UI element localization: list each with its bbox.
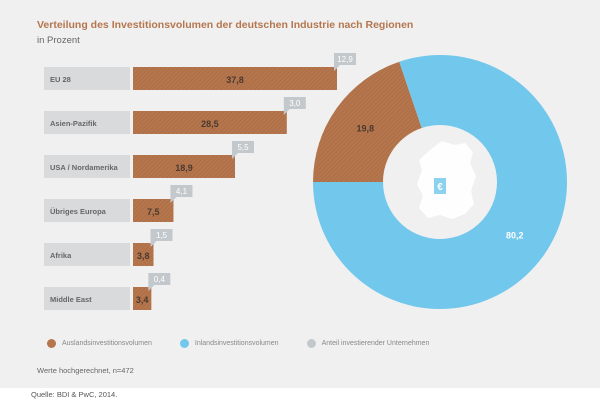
bar [133,67,337,90]
category-label-bg [44,199,130,222]
bar-value-label: 3,8 [137,251,150,261]
donut-value-label: 80,2 [506,231,524,241]
legend-swatch [47,339,56,348]
legend-swatch [306,339,316,348]
share-callout [334,53,356,71]
bar-value-label: 7,5 [147,207,160,217]
donut-slice [313,61,422,182]
bar-value-label: 37,8 [226,75,244,85]
category-label: EU 28 [50,75,71,84]
sample-note: Werte hochgerechnet, n=472 [37,366,134,375]
legend-label: Auslandsinvestitionsvolumen [62,340,152,347]
chart-title: Verteilung des Investitionsvolumen der d… [37,19,414,31]
share-callout [170,185,193,203]
share-value-label: 4,1 [176,187,188,196]
legend-swatch [179,339,189,348]
category-label: Asien-Pazifik [50,119,98,128]
share-value-label: 5,5 [237,143,249,152]
bar-value-label: 28,5 [201,119,219,129]
bar [133,287,152,310]
category-label: Afrika [50,251,72,260]
share-callout [148,273,171,291]
donut-slice [313,54,567,309]
donut-value-label: 19,8 [356,123,374,133]
share-value-label: 1,5 [156,231,168,240]
category-label-bg [44,67,130,90]
chart-area: EU 28 37,8 12,9 Asien-Pazifik 28,5 3,0 USA / N… [44,53,567,310]
legend-item: Auslandsinvestitionsvolumen [47,339,152,348]
share-callout [232,141,254,159]
legend-label: Inlandsinvestitionsvolumen [194,340,279,347]
share-callout [150,229,173,247]
bar [133,111,287,134]
legend-label: Anteil investierender Unternehmen [321,340,430,347]
bar [133,243,154,266]
legend-item: Anteil investierender Unternehmen [306,339,430,348]
legend-item: Inlandsinvestitionsvolumen [179,339,279,348]
bar [133,199,174,222]
share-value-label: 12,9 [337,55,353,64]
category-label: USA / Nordamerika [50,163,118,172]
category-label-bg [44,111,130,134]
chart-subtitle: in Prozent [37,35,80,46]
bar [133,155,235,178]
share-value-label: 0,4 [154,275,166,284]
share-value-label: 3,0 [289,99,301,108]
svg-text:€: € [437,182,443,193]
category-label-bg [44,155,130,178]
category-label-bg [44,243,130,266]
bar-value-label: 3,4 [136,295,149,305]
chart-legend: Auslandsinvestitionsvolumen Inlandsinvest… [47,339,429,348]
share-callout [283,97,306,115]
category-label: Übriges Europa [50,207,107,216]
bar-value-label: 18,9 [175,163,193,173]
germany-map-euro-icon: € [417,141,476,219]
source-line: Quelle: BDI & PwC, 2014. [31,390,118,399]
category-label-bg [44,287,130,310]
category-label: Middle East [50,295,92,304]
